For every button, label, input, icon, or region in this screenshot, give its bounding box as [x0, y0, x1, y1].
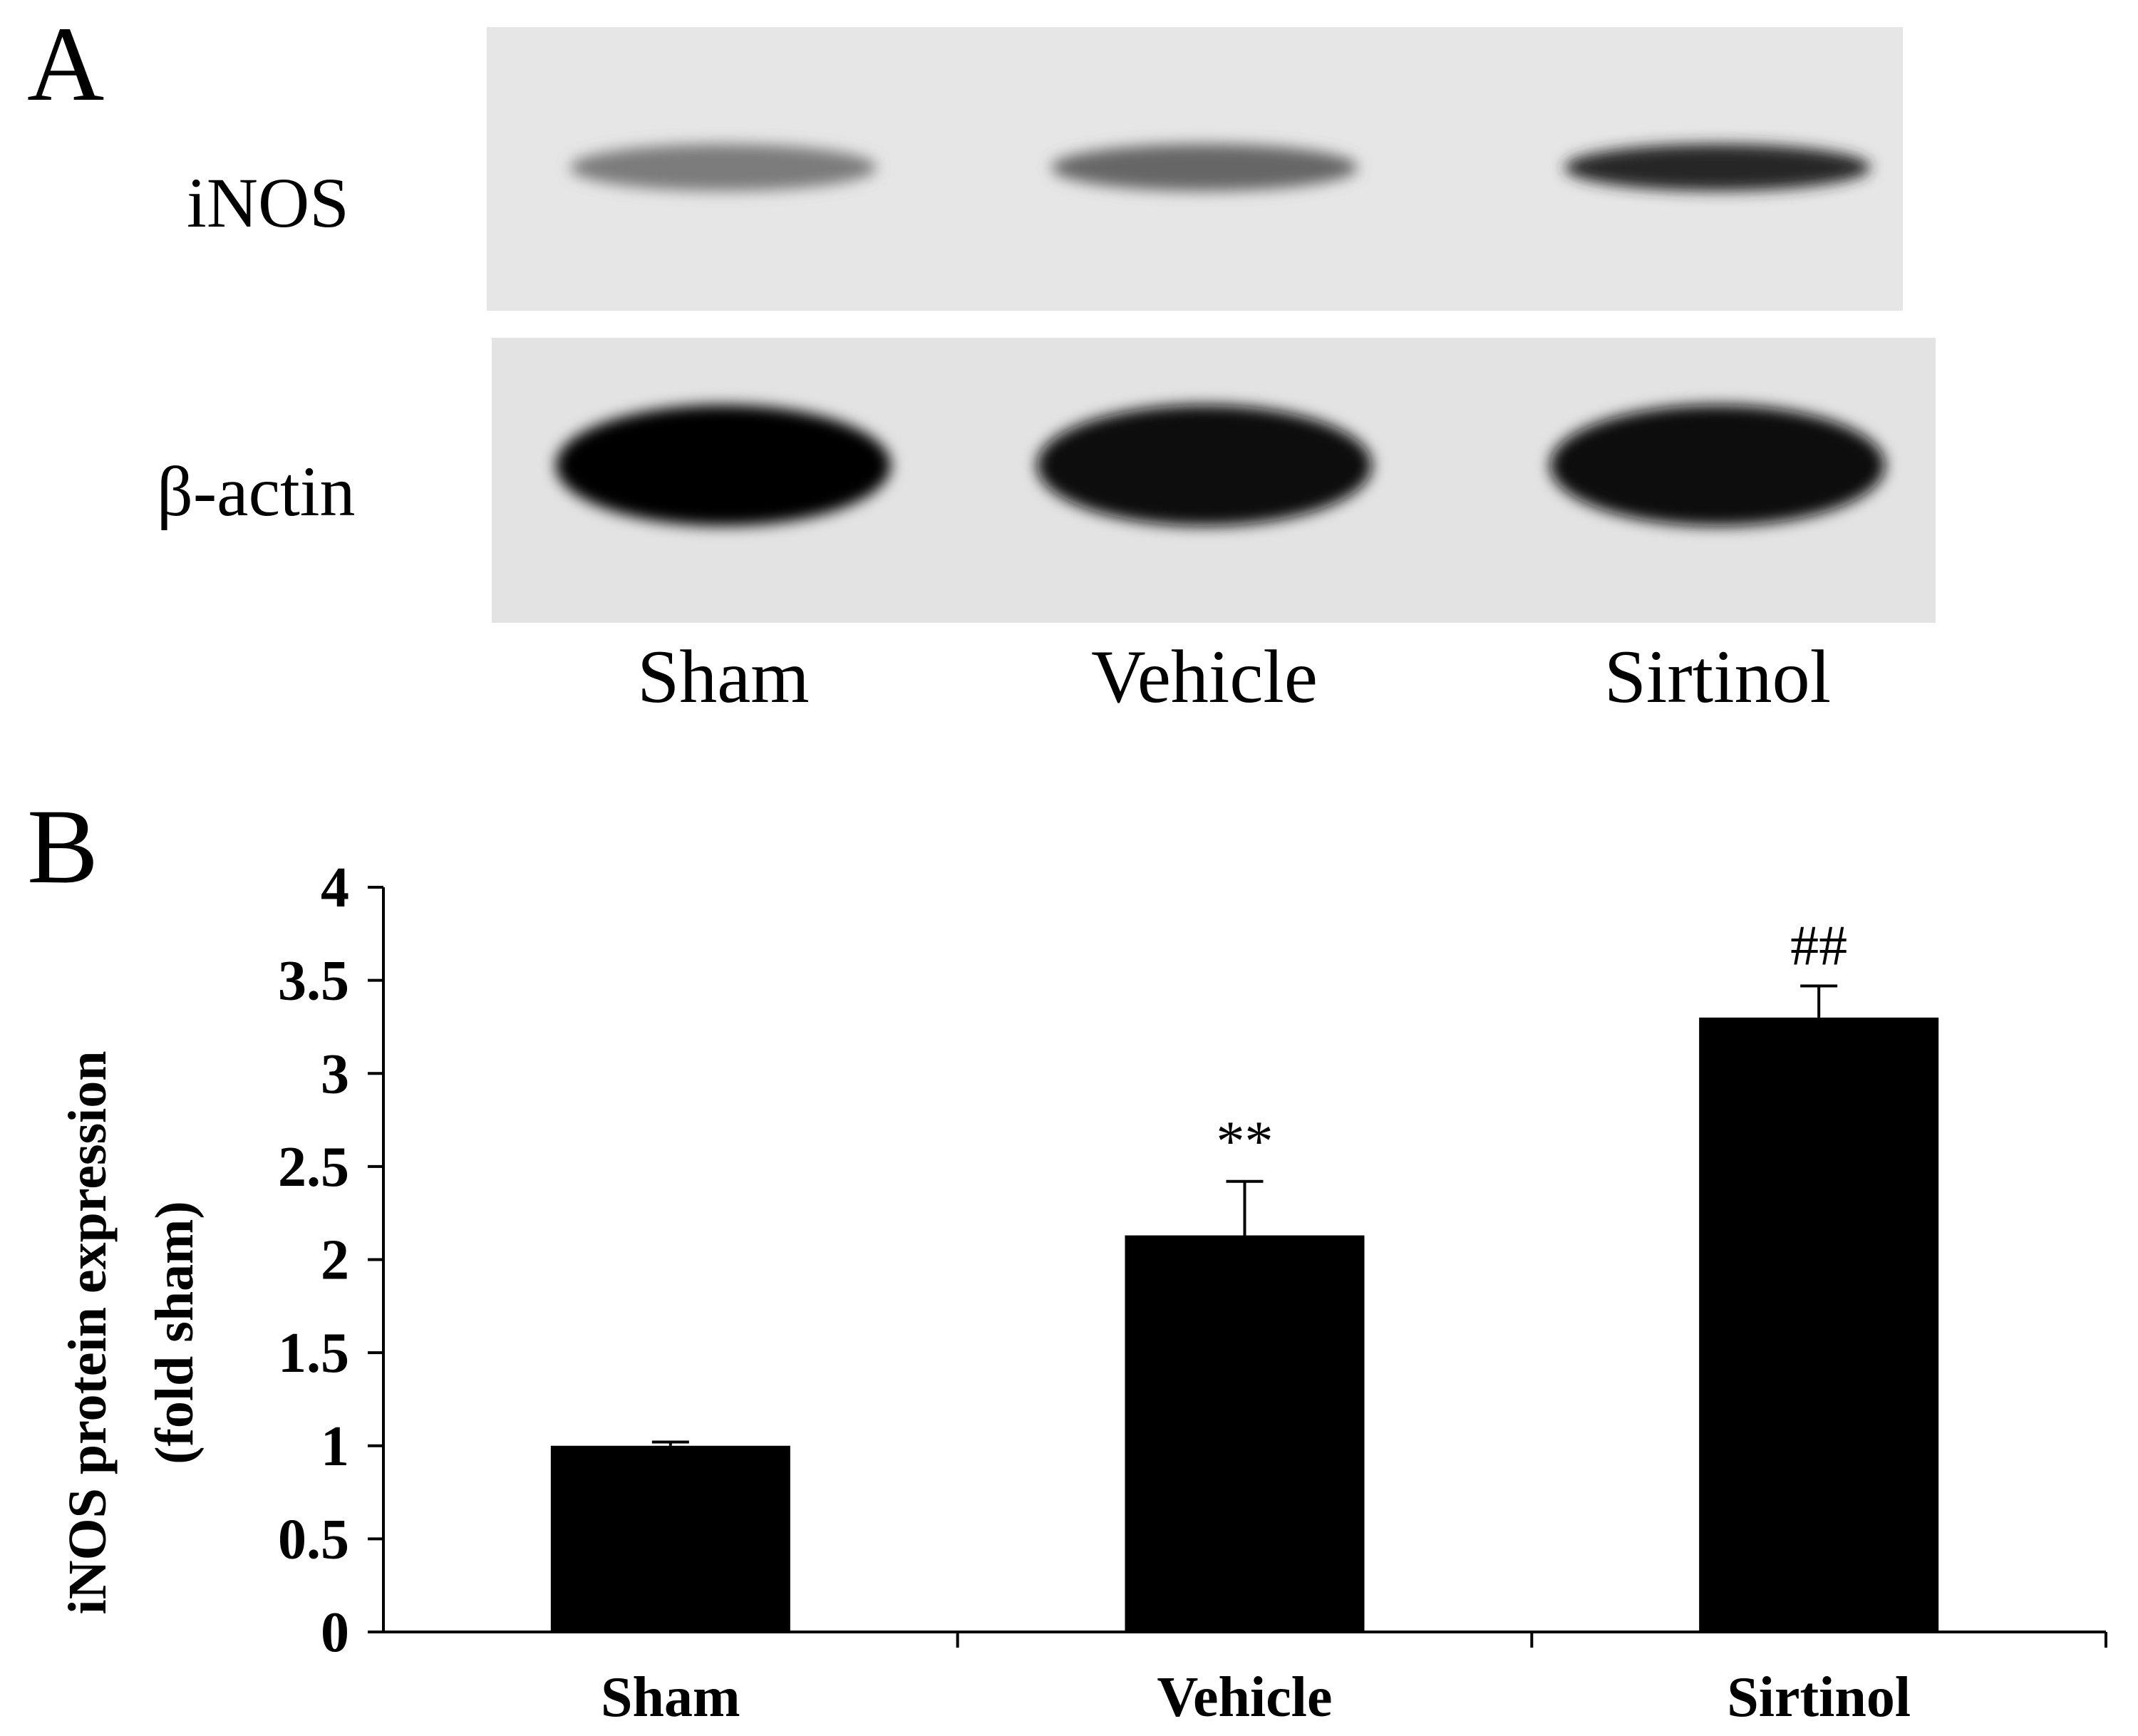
error-bars [651, 984, 1838, 1446]
y-tick-label-6: 3 [321, 1043, 349, 1105]
significance-annotations: ** ## [1217, 914, 1848, 1172]
lane-label-sham: Sham [637, 635, 809, 718]
band-inos-2 [1051, 144, 1358, 191]
y-ticks: 0 0.5 1 1.5 2 2.5 3 3.5 4 [278, 857, 383, 1664]
y-tick-label-2: 1 [321, 1415, 349, 1478]
y-axis-title-line-2: (fold sham) [145, 1201, 205, 1464]
y-tick-label-1: 0.5 [278, 1508, 349, 1571]
y-tick-label-4: 2 [321, 1229, 349, 1292]
panel-b-letter: B [27, 787, 98, 906]
y-axis-title: iNOS protein expression (fold sham) [58, 1050, 205, 1614]
x-category-labels: Sham Vehicle Sirtinol [601, 1666, 1911, 1729]
actin-bands [556, 405, 1885, 526]
inos-bands [570, 144, 1871, 191]
band-inos-1 [570, 144, 877, 191]
panel-a-letter: A [27, 5, 104, 123]
bars [550, 1017, 1939, 1632]
lane-label-sirtinol: Sirtinol [1604, 635, 1831, 718]
blot-label-beta-actin: β-actin [157, 452, 356, 531]
band-inos-3 [1564, 144, 1871, 191]
x-label-sham: Sham [601, 1666, 740, 1729]
bar-sirtinol [1699, 1017, 1939, 1632]
band-beta-actin-3 [1550, 405, 1885, 526]
y-tick-label-5: 2.5 [278, 1136, 349, 1199]
y-tick-label-0: 0 [321, 1601, 349, 1664]
annotation-sirtinol: ## [1790, 914, 1847, 977]
x-label-vehicle: Vehicle [1157, 1666, 1333, 1729]
y-axis-title-line-1: iNOS protein expression [58, 1050, 118, 1614]
band-beta-actin-1 [556, 405, 891, 526]
bar-sham [550, 1445, 790, 1632]
lane-label-vehicle: Vehicle [1091, 635, 1318, 718]
x-label-sirtinol: Sirtinol [1727, 1666, 1911, 1729]
blot-label-inos: iNOS [187, 163, 349, 242]
y-tick-label-8: 4 [321, 857, 349, 919]
bar-chart: iNOS protein expression (fold sham) 0 0.5… [58, 857, 2107, 1729]
bar-vehicle [1125, 1235, 1365, 1632]
annotation-vehicle: ** [1217, 1110, 1274, 1173]
y-tick-label-3: 1.5 [278, 1322, 349, 1385]
y-tick-label-7: 3.5 [278, 950, 349, 1013]
band-beta-actin-2 [1037, 405, 1372, 526]
